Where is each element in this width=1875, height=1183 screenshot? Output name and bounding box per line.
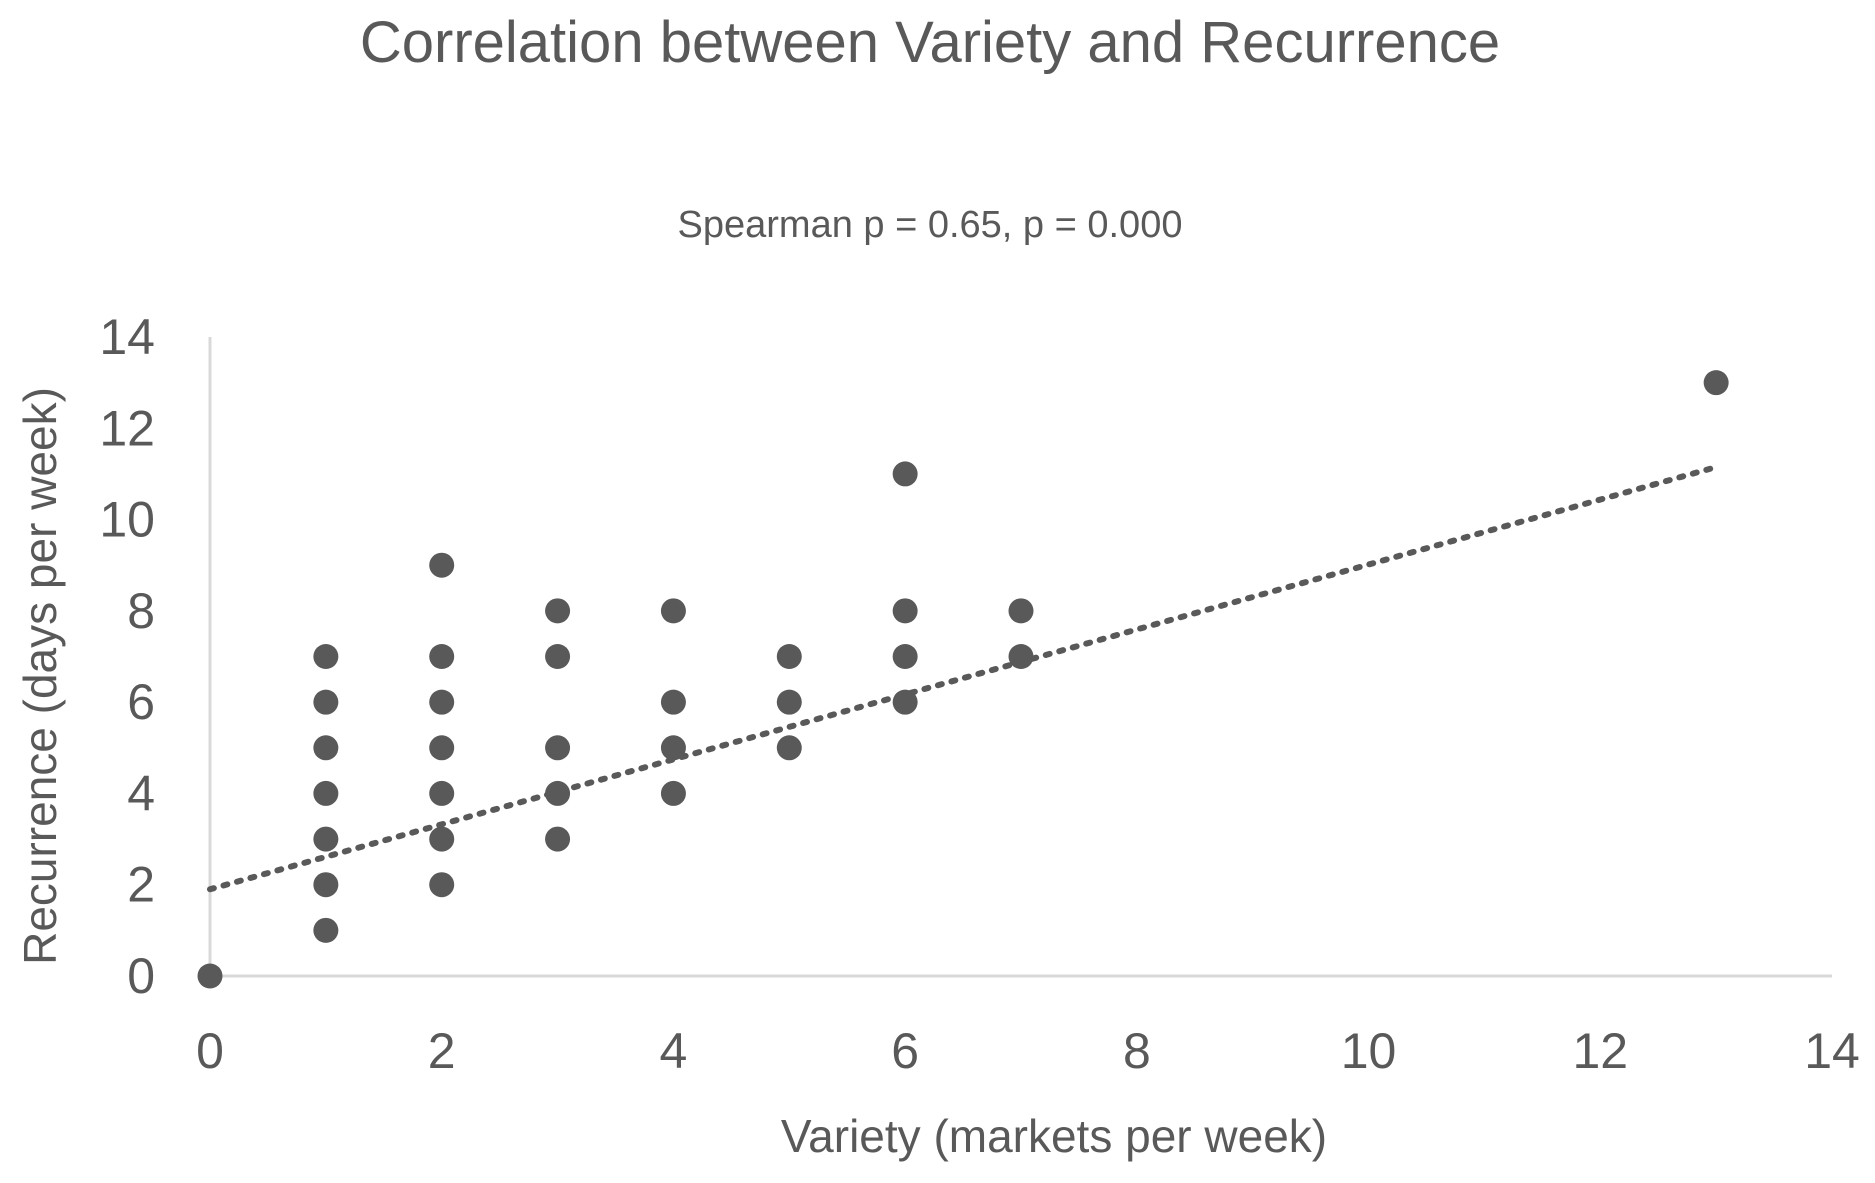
- x-tick-label: 6: [891, 1023, 919, 1079]
- data-point: [892, 461, 918, 487]
- chart-title: Correlation between Variety and Recurren…: [360, 10, 1500, 75]
- data-point: [892, 598, 918, 624]
- y-tick-label: 12: [99, 400, 155, 456]
- data-point: [429, 689, 455, 715]
- y-tick-label: 6: [127, 674, 155, 730]
- data-point: [313, 689, 339, 715]
- x-tick-label: 4: [660, 1023, 688, 1079]
- data-point: [429, 644, 455, 669]
- data-point: [429, 780, 455, 806]
- data-points: [197, 370, 1729, 989]
- data-point: [776, 735, 802, 761]
- data-point: [545, 780, 571, 806]
- x-tick-label: 8: [1123, 1023, 1151, 1079]
- data-point: [429, 826, 455, 852]
- data-point: [892, 644, 918, 669]
- x-axis-label: Variety (markets per week): [781, 1110, 1327, 1162]
- y-tick-label: 14: [99, 309, 155, 365]
- chart-subtitle: Spearman p = 0.65, p = 0.000: [678, 204, 1183, 246]
- x-tick-label: 2: [428, 1023, 456, 1079]
- data-point: [660, 689, 686, 715]
- data-point: [660, 598, 686, 624]
- data-point: [892, 689, 918, 715]
- data-point: [197, 963, 223, 989]
- data-point: [429, 735, 455, 761]
- y-tick-label: 0: [127, 948, 155, 1004]
- data-point: [1008, 644, 1034, 669]
- x-tick-label: 14: [1804, 1023, 1860, 1079]
- data-point: [313, 644, 339, 669]
- data-point: [776, 644, 802, 669]
- data-point: [1703, 370, 1729, 396]
- data-point: [429, 552, 455, 578]
- data-point: [660, 780, 686, 806]
- x-tick-label: 12: [1572, 1023, 1628, 1079]
- y-tick-label: 2: [127, 857, 155, 913]
- y-axis-tick-labels: 0 2 4 6 8 10 12 14: [99, 309, 155, 1004]
- data-point: [429, 872, 455, 898]
- data-point: [545, 826, 571, 852]
- data-point: [545, 735, 571, 761]
- x-tick-label: 0: [196, 1023, 224, 1079]
- data-point: [545, 644, 571, 669]
- y-tick-label: 10: [99, 492, 155, 548]
- data-point: [313, 780, 339, 806]
- data-point: [313, 872, 339, 898]
- y-tick-label: 4: [127, 765, 155, 821]
- data-point: [313, 826, 339, 852]
- data-point: [1008, 598, 1034, 624]
- data-point: [660, 735, 686, 761]
- y-axis-label: Recurrence (days per week): [14, 387, 66, 965]
- trendline: [207, 464, 1720, 893]
- data-point: [776, 689, 802, 715]
- x-tick-label: 10: [1341, 1023, 1397, 1079]
- y-tick-label: 8: [127, 583, 155, 639]
- data-point: [313, 735, 339, 761]
- x-axis-tick-labels: 0 2 4 6 8 10 12 14: [196, 1023, 1860, 1079]
- data-point: [313, 917, 339, 943]
- data-point: [545, 598, 571, 624]
